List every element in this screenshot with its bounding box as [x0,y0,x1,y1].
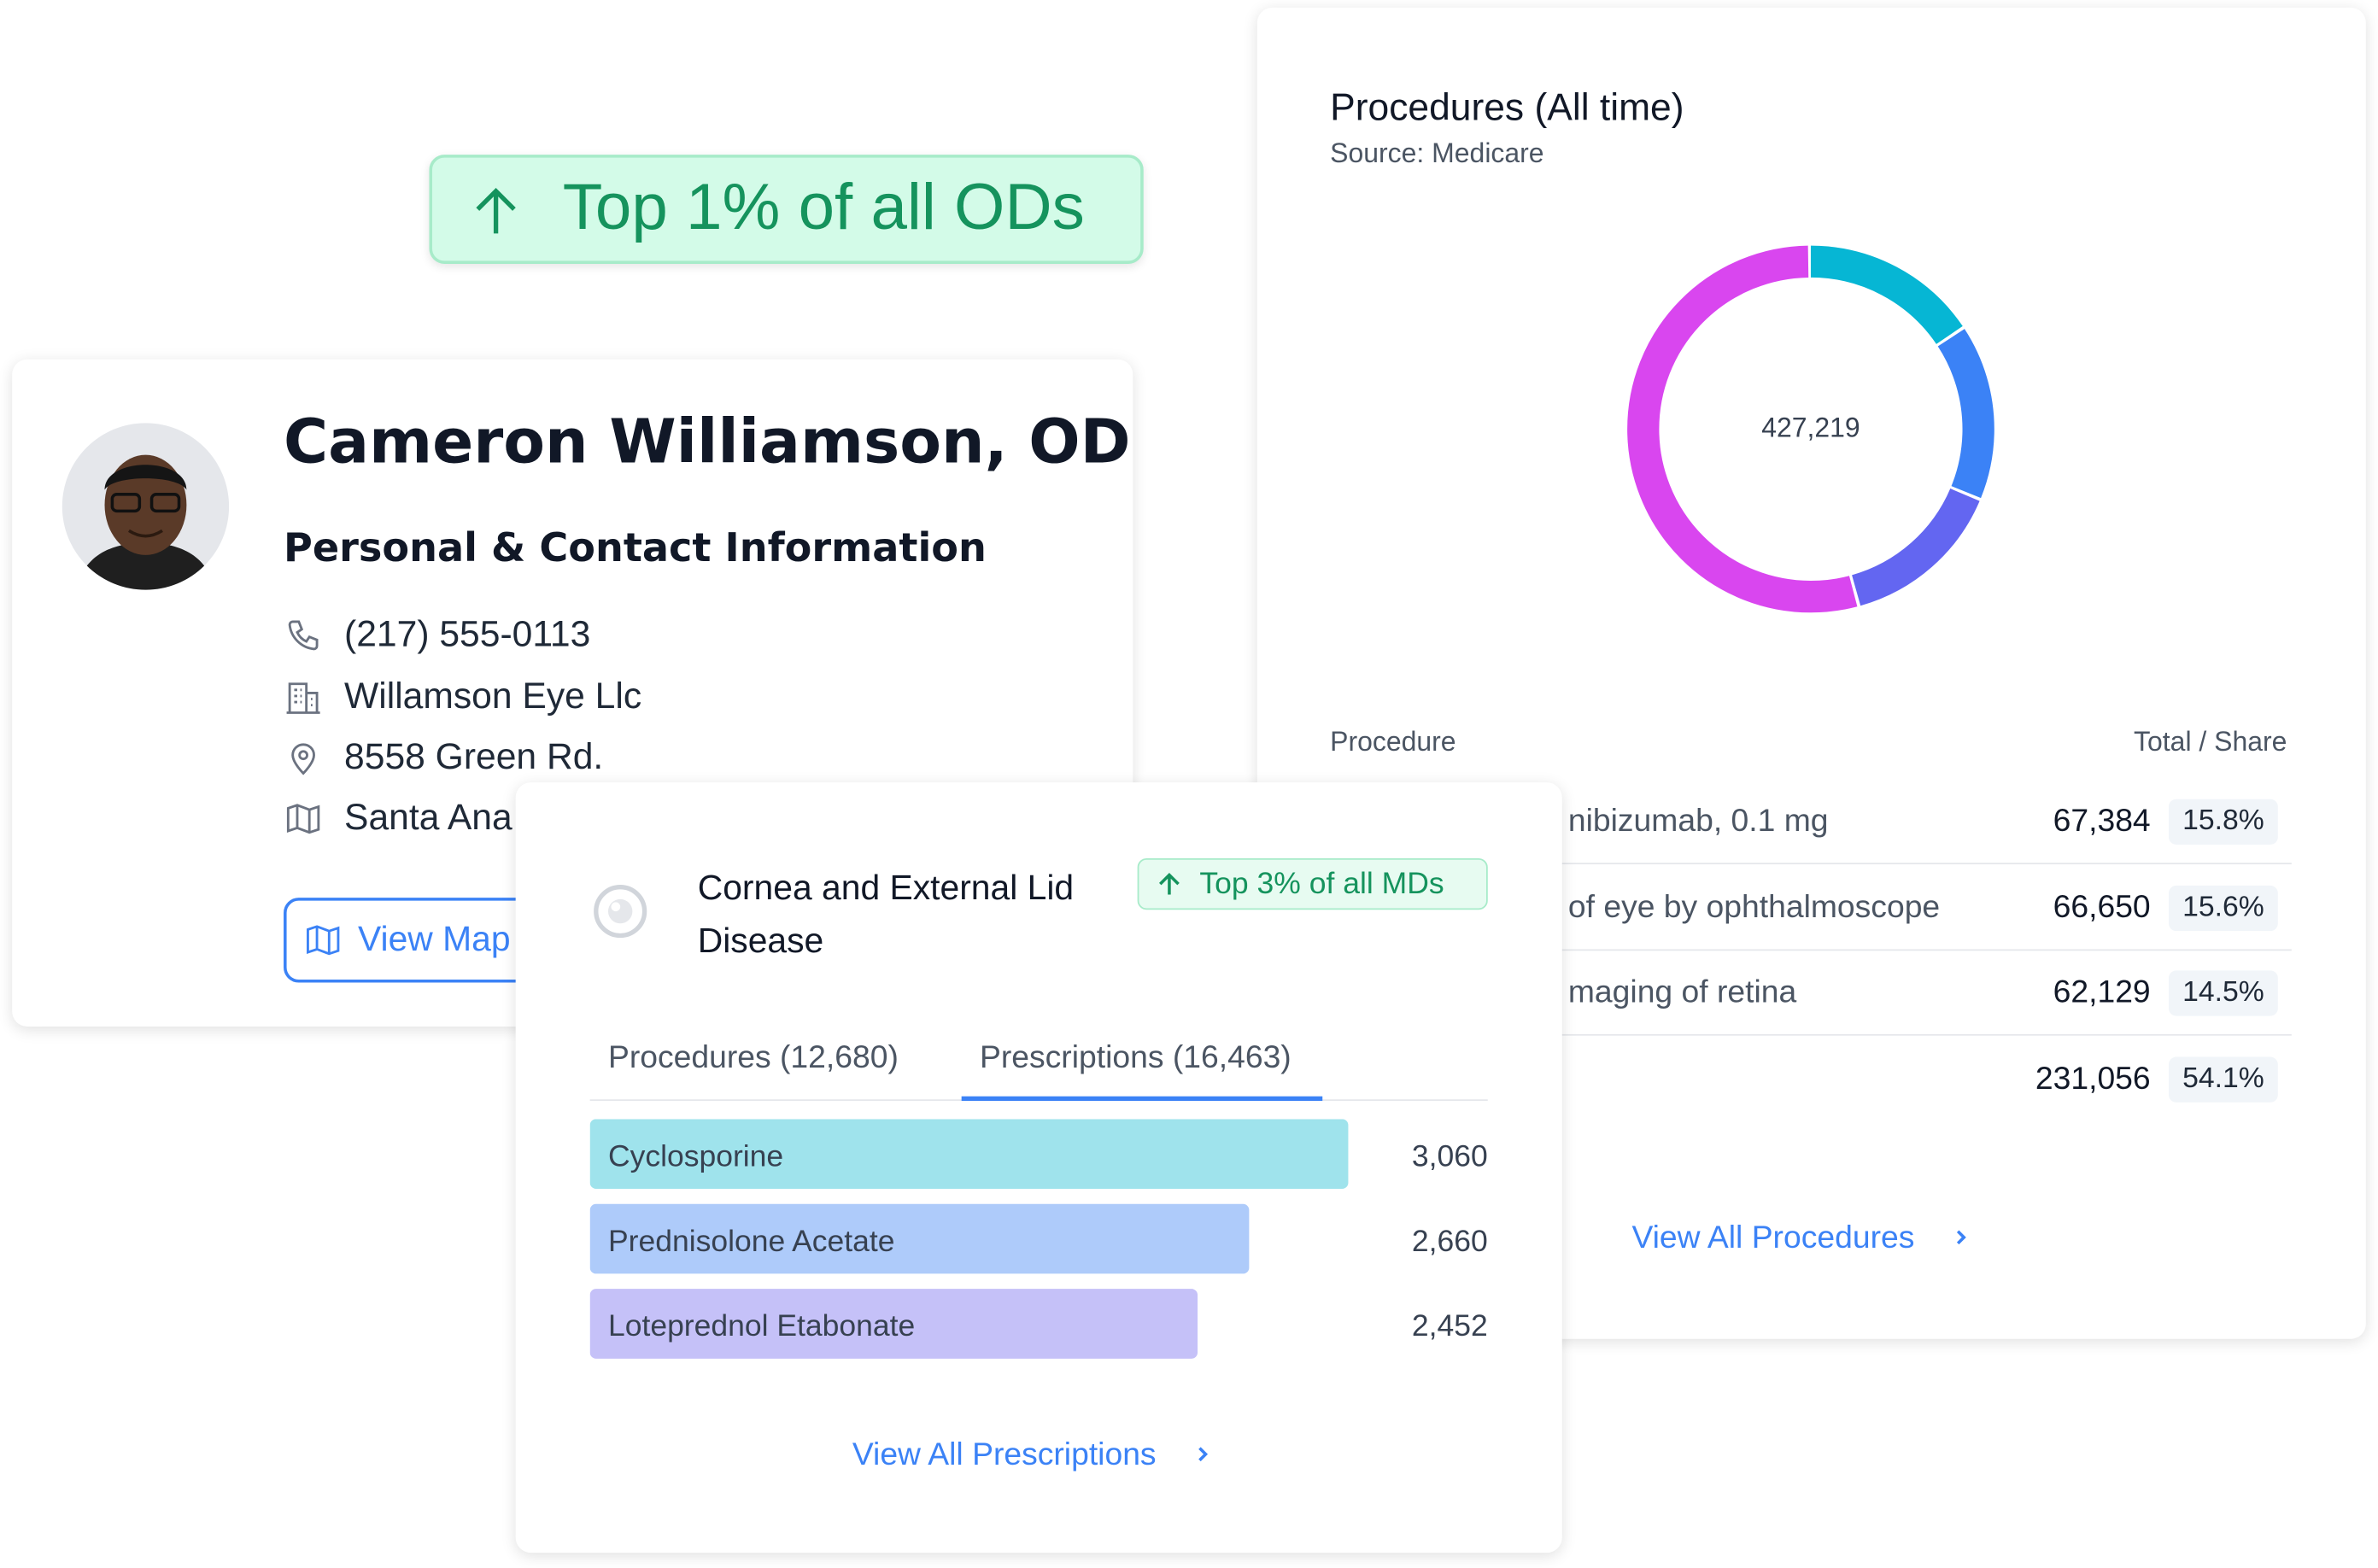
chevron-icon [1957,1230,1967,1245]
avatar [62,423,230,590]
procedure-name: maging of retina [1567,974,1797,1010]
button-text: View Map [358,918,511,959]
section-title: Personal & Contact Information [284,526,987,572]
donut-segment [1627,245,1994,613]
tab-underline [961,1096,1323,1102]
address: 8558 Green Rd. [344,736,604,778]
bar [589,1119,1349,1189]
building-icon [286,682,320,714]
donut-total: 427,219 [1761,412,1860,442]
specialty-card: Cornea and External Lid Disease Top 3% o… [515,782,1562,1553]
doctor-name: Cameron Williamson, OD [284,407,1131,478]
procedure-name: of eye by ophthalmoscope [1567,889,1941,925]
map-icon [286,804,320,834]
row-divider [1560,948,2292,951]
view-map-button[interactable]: View Map [284,898,594,983]
card-title: Procedures (All time) [1330,86,1684,129]
bar-label: Loteprednol Etabonate [608,1308,915,1343]
view-all-prescriptions[interactable]: View All Prescriptions [852,1437,1214,1474]
donut-segment [1627,245,1994,613]
specialty-title: Cornea and External Lid Disease [697,867,1075,960]
share-pill: 15.8% [2168,799,2278,845]
procedure-total: 66,650 [2053,889,2151,925]
bar-value: 2,452 [1412,1308,1488,1343]
bar-label: Cyclosporine [608,1138,783,1173]
pin-icon [291,743,315,775]
phone: (217) 555-0113 [344,614,591,656]
link-text: View All Procedures [1631,1220,1915,1256]
specialty-badge: Top 3% of all MDs [1137,857,1488,910]
row-divider [1560,1033,2292,1036]
eye-icon [594,885,647,939]
link-text: View All Prescriptions [852,1437,1157,1473]
bar-value: 2,660 [1412,1224,1488,1258]
share-pill: 15.6% [2168,885,2278,931]
city: Santa Ana [344,797,512,839]
donut-segment [1627,245,1994,613]
tab-active[interactable]: Prescriptions (16,463) [979,1039,1292,1075]
phone-icon [288,620,319,651]
share-pill: 14.5% [2168,970,2278,1016]
procedure-total: 231,056 [2035,1060,2151,1096]
arrow-up-icon [476,187,516,234]
row-divider [1560,863,2292,865]
view-all-procedures[interactable]: View All Procedures [1631,1220,1971,1257]
badge-text: Top 1% of all ODs [562,171,1085,244]
arrow-up-icon [1159,872,1180,895]
map-icon [307,925,340,956]
bar-value: 3,060 [1412,1138,1488,1173]
bar [589,1289,1198,1359]
column-header: Procedure [1330,726,1456,757]
procedure-name: nibizumab, 0.1 mg [1567,804,1829,839]
company: Willamson Eye Llc [344,676,642,717]
procedure-total: 67,384 [2053,804,2151,839]
top-badge: Top 1% of all ODs [429,155,1144,264]
bar-chart: Cyclosporine 3,060 Prednisolone Acetate 2,6… [589,1119,1488,1359]
procedure-total: 62,129 [2053,974,2151,1010]
badge-text: Top 3% of all MDs [1199,867,1444,901]
column-header: Total / Share [2134,726,2287,757]
card-source: Source: Medicare [1330,137,1544,169]
bar-label: Prednisolone Acetate [608,1224,895,1258]
chevron-icon [1198,1447,1209,1462]
bar [589,1203,1250,1274]
tab[interactable]: Procedures (12,680) [607,1039,899,1075]
donut-chart: 427,219 [1627,245,1994,613]
share-pill: 54.1% [2168,1056,2278,1102]
